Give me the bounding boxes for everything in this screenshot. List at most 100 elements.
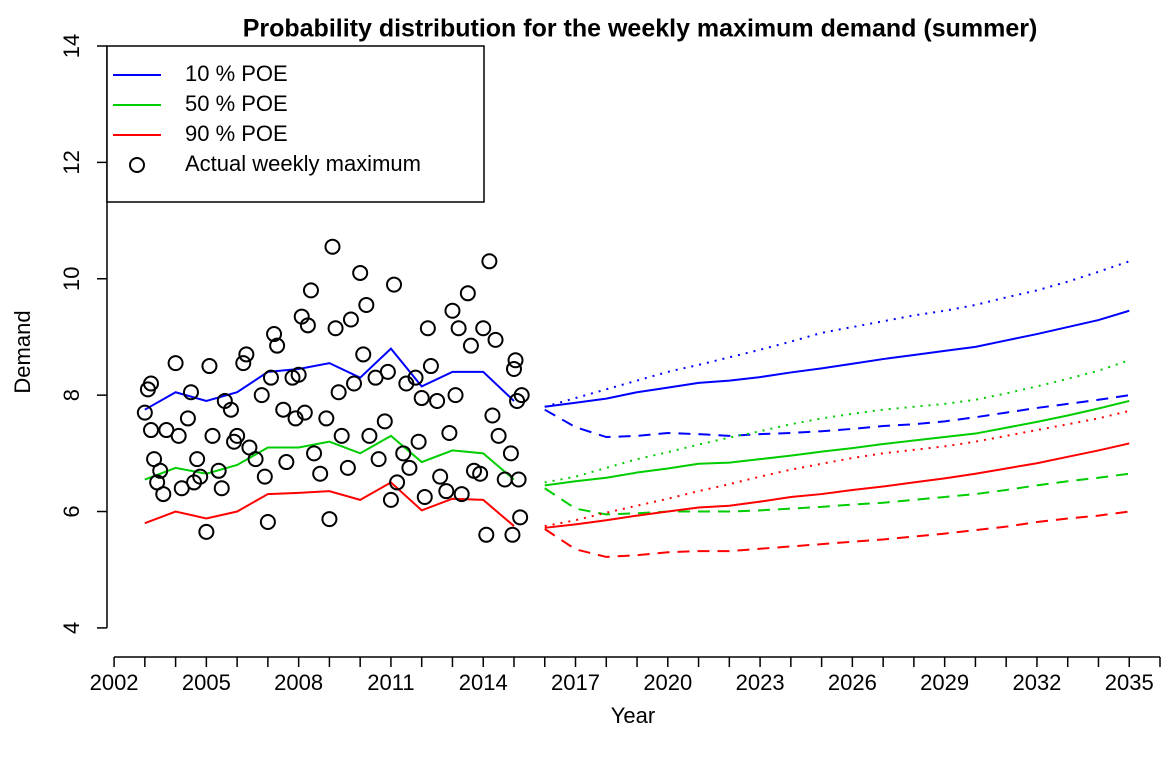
- x-tick-label: 2005: [182, 670, 231, 695]
- y-tick-label: 10: [59, 267, 84, 291]
- legend-box: [106, 45, 485, 203]
- point: [253, 387, 270, 404]
- x-tick-label: 2014: [459, 670, 508, 695]
- y-tick-label: 6: [59, 505, 84, 517]
- line: [544, 394, 1130, 439]
- point: [475, 320, 492, 337]
- y-tick-label: 12: [59, 150, 84, 174]
- line: [544, 359, 1130, 484]
- point: [210, 462, 227, 479]
- point: [182, 384, 199, 401]
- legend-marker: [129, 157, 145, 173]
- point: [352, 264, 369, 281]
- point: [422, 358, 439, 375]
- point: [296, 404, 313, 421]
- line: [544, 442, 1130, 529]
- point: [229, 427, 246, 444]
- y-tick-label: 8: [59, 389, 84, 401]
- point: [504, 526, 521, 543]
- point: [330, 384, 347, 401]
- point: [312, 465, 329, 482]
- point: [444, 302, 461, 319]
- line: [544, 309, 1130, 408]
- y-tick-label: 14: [59, 34, 84, 58]
- line: [144, 347, 515, 411]
- point: [379, 363, 396, 380]
- point: [235, 355, 252, 372]
- point: [432, 468, 449, 485]
- point: [447, 387, 464, 404]
- point: [487, 331, 504, 348]
- x-tick-label: 2008: [274, 670, 323, 695]
- point: [450, 320, 467, 337]
- point: [505, 360, 522, 377]
- point: [189, 451, 206, 468]
- point: [376, 413, 393, 430]
- point: [262, 369, 279, 386]
- point: [269, 337, 286, 354]
- x-tick-label: 2026: [828, 670, 877, 695]
- point: [355, 346, 372, 363]
- point: [342, 311, 359, 328]
- point: [429, 392, 446, 409]
- line: [544, 409, 1130, 528]
- point: [339, 459, 356, 476]
- chart-title: Probability distribution for the weekly …: [243, 15, 1038, 43]
- x-tick-label: 2032: [1012, 670, 1061, 695]
- x-tick-label: 2017: [551, 670, 600, 695]
- y-axis-label: Demand: [10, 310, 35, 393]
- point: [290, 366, 307, 383]
- line: [144, 481, 515, 527]
- legend-label: 10 % POE: [185, 61, 288, 86]
- point: [142, 375, 159, 392]
- x-tick-label: 2023: [736, 670, 785, 695]
- point: [152, 462, 169, 479]
- point: [389, 474, 406, 491]
- point: [142, 422, 159, 439]
- legend-label: 90 % POE: [185, 121, 288, 146]
- point: [278, 454, 295, 471]
- line: [544, 472, 1130, 516]
- point: [484, 407, 501, 424]
- x-tick-label: 2020: [643, 670, 692, 695]
- line: [544, 260, 1130, 408]
- point: [192, 468, 209, 485]
- point: [198, 523, 215, 540]
- point: [416, 488, 433, 505]
- point: [201, 358, 218, 375]
- point: [321, 511, 338, 528]
- point: [370, 451, 387, 468]
- point: [413, 390, 430, 407]
- point: [358, 296, 375, 313]
- x-tick-label: 2011: [367, 670, 414, 695]
- point: [441, 424, 458, 441]
- point: [410, 433, 427, 450]
- point: [302, 282, 319, 299]
- point: [179, 410, 196, 427]
- point: [462, 337, 479, 354]
- point: [259, 513, 276, 530]
- point: [306, 445, 323, 462]
- point: [204, 427, 221, 444]
- point: [318, 410, 335, 427]
- point: [256, 468, 273, 485]
- point: [472, 465, 489, 482]
- point: [136, 404, 153, 421]
- point: [266, 326, 283, 343]
- point: [324, 238, 341, 255]
- x-tick-label: 2035: [1105, 670, 1154, 695]
- point: [238, 346, 255, 363]
- point: [222, 401, 239, 418]
- point: [395, 445, 412, 462]
- x-axis-label: Year: [611, 703, 655, 728]
- point: [459, 285, 476, 302]
- x-tick-label: 2002: [90, 670, 139, 695]
- point: [170, 427, 187, 444]
- point: [510, 471, 527, 488]
- point: [386, 276, 403, 293]
- point: [407, 369, 424, 386]
- point: [453, 486, 470, 503]
- point: [512, 509, 529, 526]
